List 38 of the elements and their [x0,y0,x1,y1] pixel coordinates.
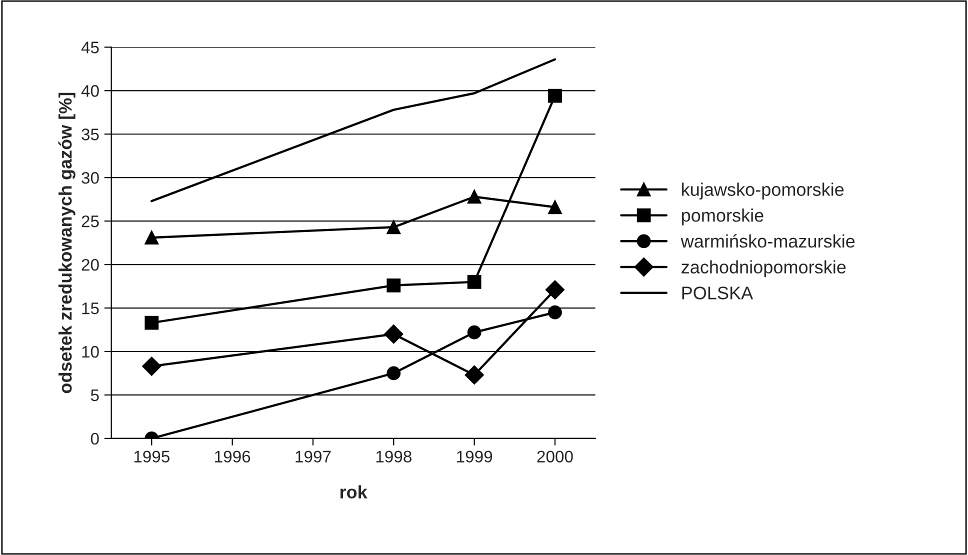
y-tick-label: 0 [90,432,99,445]
point [467,274,482,289]
point [144,316,159,330]
y-tick-label: 35 [82,128,99,140]
x-tick-label: 2000 [537,450,573,462]
y-tick-label: 40 [81,85,99,97]
y-tick-label: 45 [81,42,99,54]
legend-label: pomorskie [682,208,764,226]
point [548,305,562,320]
legend-label: zachodniopomorskie [682,260,846,278]
y-tick-label: 5 [90,390,99,402]
point [144,230,159,245]
x-axis-title: rok [340,485,368,498]
legend-label: warmińsko-mazurskie [680,234,855,248]
point [548,200,562,214]
point [548,88,562,103]
point [142,356,162,376]
y-tick-label: 20 [82,258,99,271]
x-tick-label: 1995 [134,450,170,462]
point [545,280,565,300]
legend-label: POLSKA [682,286,754,300]
point [464,365,484,385]
y-tick-label: 25 [82,215,99,228]
point [386,220,401,234]
point [384,324,404,344]
point [386,366,401,380]
y-tick-label: 15 [82,302,99,314]
y-tick-label: 30 [82,172,99,184]
legend-label: kujawsko-pomorskie [682,182,844,200]
y-tick-label: 10 [82,346,99,358]
x-tick-label: 1999 [457,450,492,462]
x-tick-label: 1996 [215,450,250,462]
x-tick-label: 1997 [296,450,331,462]
point [386,278,401,292]
x-tick-label: 1998 [376,450,412,462]
y-axis-title: odsetek zredukowanych gazów [%] [58,92,76,394]
point [467,325,482,340]
point [467,190,482,204]
